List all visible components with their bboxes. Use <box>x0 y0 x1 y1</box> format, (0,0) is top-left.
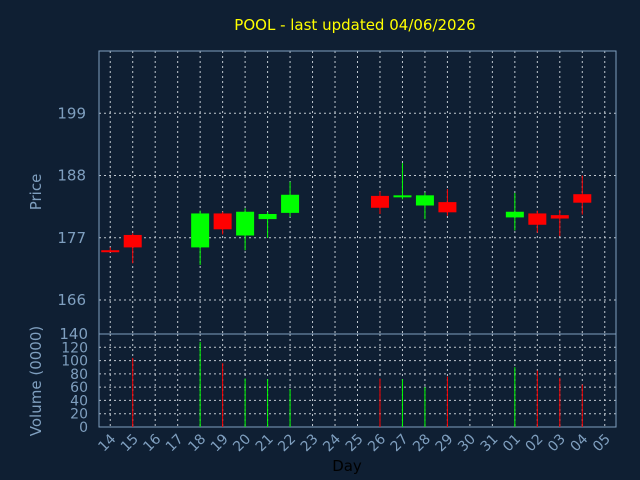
x-tick-label-25: 25 <box>343 431 367 455</box>
x-axis-label: Day <box>332 457 362 475</box>
candle-body-19 <box>213 213 232 230</box>
candle-body-14 <box>101 250 120 253</box>
x-tick-label-27: 27 <box>388 431 412 455</box>
volume-tick-label: 0 <box>79 420 88 436</box>
volume-axis-label: Volume (0000) <box>27 326 45 436</box>
x-tick-label-05: 05 <box>590 431 614 455</box>
x-tick-label-01: 01 <box>500 431 524 455</box>
candle-body-15 <box>123 234 142 248</box>
volume-tick-label: 60 <box>70 380 88 396</box>
volume-tick-label: 20 <box>70 407 88 423</box>
candle-body-20 <box>236 211 255 236</box>
chart-title: POOL - last updated 04/06/2026 <box>234 16 475 34</box>
x-tick-label-29: 29 <box>433 431 457 455</box>
x-tick-label-31: 31 <box>478 431 502 455</box>
candle-body-02 <box>528 213 547 225</box>
price-tick-label: 166 <box>57 291 86 309</box>
volume-tick-label: 40 <box>70 393 88 409</box>
price-axis-label: Price <box>27 174 45 211</box>
x-tick-label-21: 21 <box>253 431 277 455</box>
x-tick-label-16: 16 <box>140 431 164 455</box>
x-tick-label-20: 20 <box>230 431 254 455</box>
x-tick-label-14: 14 <box>95 431 119 455</box>
x-tick-label-04: 04 <box>567 431 591 455</box>
x-tick-label-28: 28 <box>410 431 434 455</box>
volume-tick-label: 120 <box>61 340 88 356</box>
x-tick-label-23: 23 <box>298 431 322 455</box>
candle-body-22 <box>281 194 300 213</box>
candle-body-21 <box>258 214 277 220</box>
candle-body-03 <box>550 215 569 219</box>
candle-body-18 <box>191 213 210 248</box>
candle-body-26 <box>370 195 389 208</box>
x-tick-label-15: 15 <box>118 431 142 455</box>
price-tick-label: 177 <box>57 229 86 247</box>
x-tick-label-17: 17 <box>163 431 187 455</box>
volume-panel-frame <box>98 333 617 428</box>
candle-body-27 <box>393 195 412 198</box>
volume-tick-label: 140 <box>59 325 88 343</box>
x-tick-label-19: 19 <box>208 431 232 455</box>
volume-tick-label: 100 <box>61 354 88 370</box>
candle-body-04 <box>573 194 592 203</box>
price-tick-label: 188 <box>57 167 86 185</box>
x-tick-label-18: 18 <box>185 431 209 455</box>
candle-body-29 <box>438 202 457 213</box>
x-tick-label-03: 03 <box>545 431 569 455</box>
candle-body-01 <box>505 211 524 218</box>
price-tick-label: 199 <box>57 104 86 122</box>
volume-tick-label: 80 <box>70 367 88 383</box>
x-tick-label-02: 02 <box>523 431 547 455</box>
x-tick-label-24: 24 <box>320 431 344 455</box>
x-tick-label-26: 26 <box>365 431 389 455</box>
candle-body-28 <box>415 195 434 206</box>
x-tick-label-30: 30 <box>455 431 479 455</box>
x-tick-label-22: 22 <box>275 431 299 455</box>
